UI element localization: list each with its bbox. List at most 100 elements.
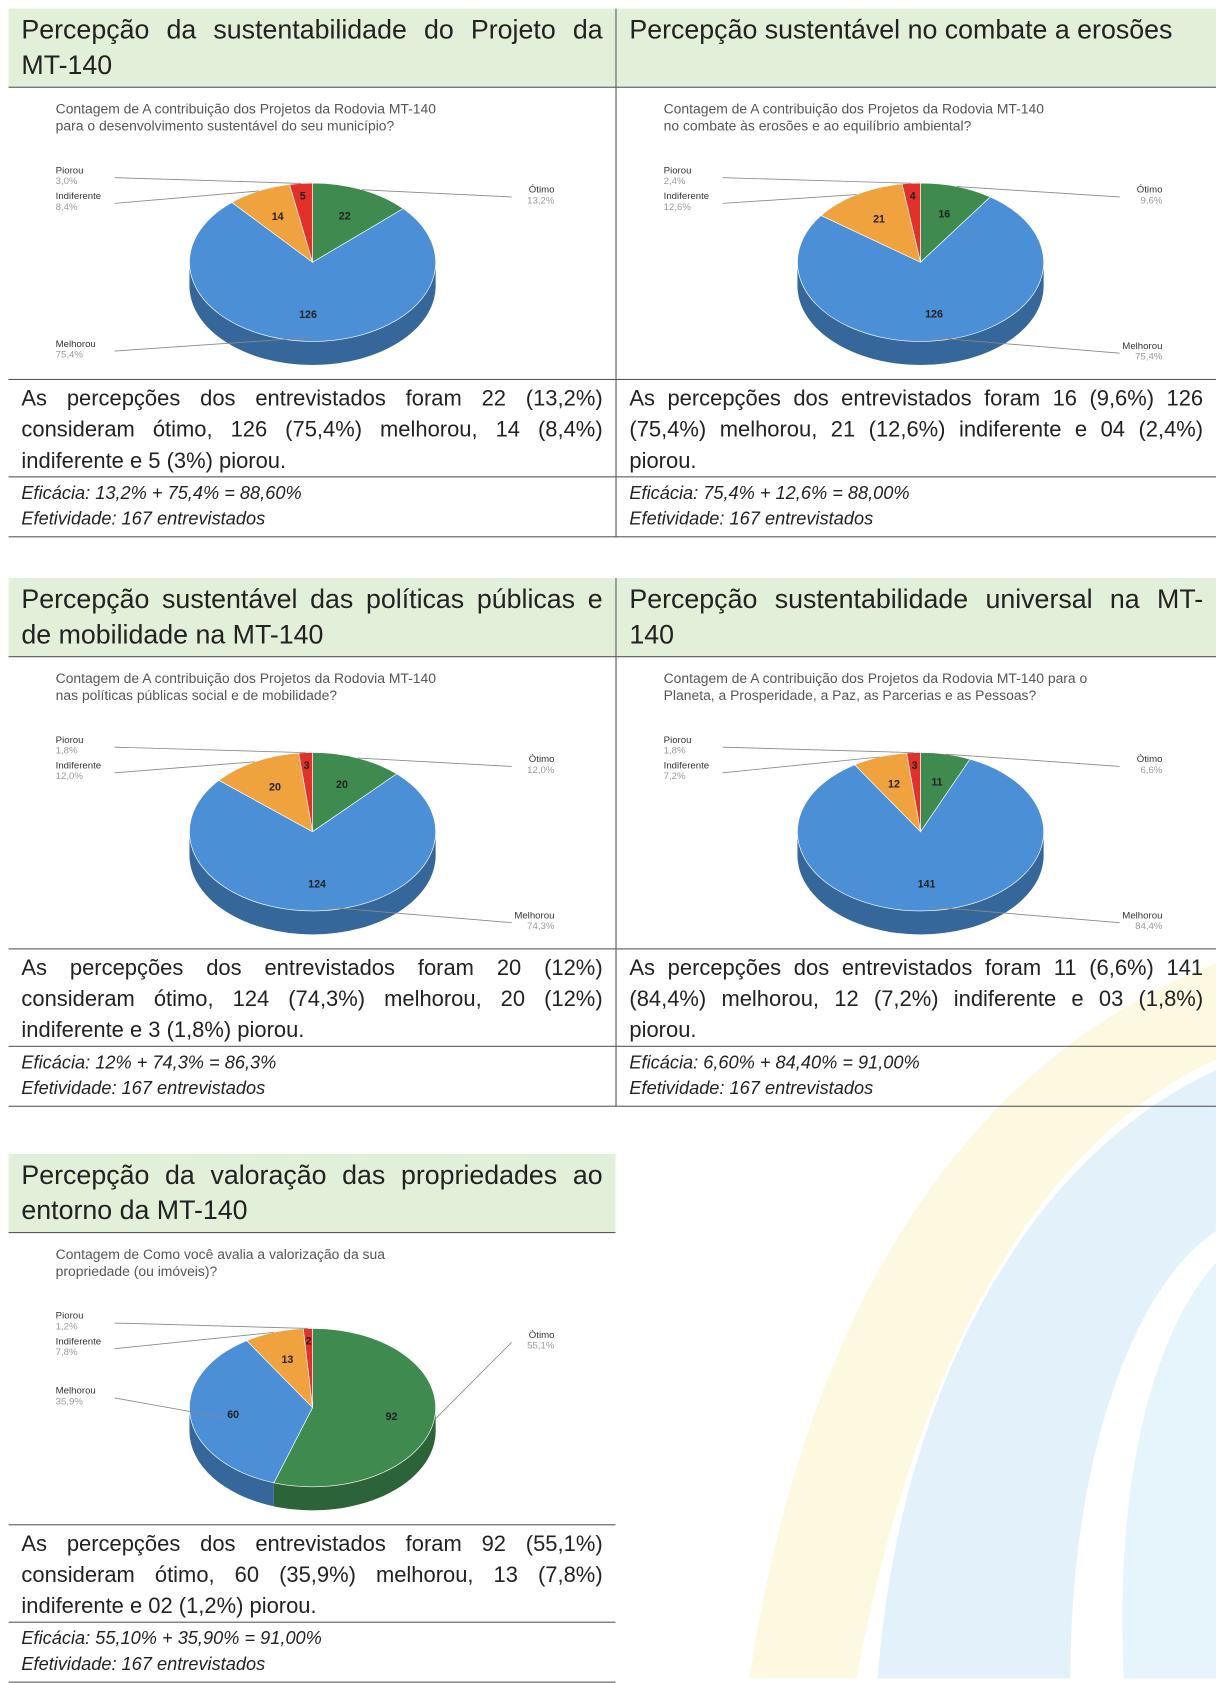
panel: Percepção sustentável das políticas públ… bbox=[8, 578, 616, 1107]
legend-percent: 75,4% bbox=[1135, 352, 1163, 363]
pie-slice bbox=[820, 183, 922, 263]
pie-slice bbox=[312, 752, 398, 833]
slice-label: 92 bbox=[386, 1411, 398, 1423]
legend-percent: 9,6% bbox=[1141, 195, 1163, 206]
legend-label: Ótimo bbox=[1137, 754, 1163, 765]
legend-percent: 75,4% bbox=[56, 350, 84, 361]
slice-label: 22 bbox=[339, 210, 351, 222]
description: As percepções dos entrevistados foram 20… bbox=[8, 948, 616, 1047]
pie-slice-side bbox=[797, 262, 1044, 366]
leader-line bbox=[114, 1331, 274, 1350]
legend-label: Piorou bbox=[664, 165, 692, 176]
legend-label: Indiferente bbox=[56, 191, 101, 202]
pie-slice bbox=[189, 1340, 313, 1484]
chart-title: Contagem de A contribuição dos Projetos … bbox=[664, 100, 1045, 116]
leader-line bbox=[114, 337, 313, 352]
efetividade: Efetividade: 167 entrevistados bbox=[21, 508, 266, 529]
legend-percent: 13,2% bbox=[527, 195, 555, 206]
slice-label: 124 bbox=[308, 878, 326, 890]
legend-label: Indiferente bbox=[664, 191, 709, 202]
legend-percent: 2,4% bbox=[664, 176, 686, 187]
slice-label: 13 bbox=[281, 1354, 293, 1366]
pie-slice-side bbox=[797, 831, 1044, 935]
chart-title: no combate às erosões e ao equilíbrio am… bbox=[664, 118, 972, 134]
panel-title: Percepção sustentável das políticas públ… bbox=[8, 578, 616, 658]
legend-percent: 74,3% bbox=[527, 921, 555, 932]
chart-title: nas políticas públicas social e de mobil… bbox=[56, 687, 338, 703]
chart-title: para o desenvolvimento sustentável do se… bbox=[56, 118, 395, 134]
pie-slice bbox=[273, 1328, 436, 1488]
pie-slice-side bbox=[189, 831, 436, 935]
pie-chart: Contagem de A contribuição dos Projetos … bbox=[56, 670, 555, 935]
pie-slice bbox=[920, 182, 991, 263]
indicators: Eficácia: 13,2% + 75,4% = 88,60% Efetivid… bbox=[8, 477, 616, 538]
slice-label: 21 bbox=[873, 214, 885, 226]
legend-label: Indiferente bbox=[56, 1336, 101, 1347]
efetividade: Efetividade: 167 entrevistados bbox=[21, 1077, 266, 1099]
legend-percent: 35,9% bbox=[56, 1396, 84, 1407]
pie-slice bbox=[189, 773, 436, 912]
pie-chart: Contagem de A contribuição dos Projetos … bbox=[664, 670, 1163, 935]
leader-line bbox=[114, 1397, 223, 1418]
legend-percent: 8,4% bbox=[56, 202, 78, 213]
legend-label: Piorou bbox=[56, 735, 84, 746]
chart-area: Contagem de A contribuição dos Projetos … bbox=[616, 88, 1216, 380]
legend-percent: 6,6% bbox=[1141, 765, 1163, 776]
pie-slice bbox=[797, 758, 1044, 912]
leader-line bbox=[722, 194, 857, 204]
chart-title: Contagem de A contribuição dos Projetos … bbox=[56, 100, 437, 116]
slice-label: 60 bbox=[227, 1409, 239, 1421]
legend-label: Ótimo bbox=[529, 754, 555, 765]
legend-percent: 55,1% bbox=[527, 1341, 555, 1352]
legend-label: Ótimo bbox=[529, 185, 555, 196]
slice-label: 2 bbox=[306, 1336, 312, 1348]
chart-title: Contagem de A contribuição dos Projetos … bbox=[664, 670, 1088, 686]
eficacia: Eficácia: 13,2% + 75,4% = 88,60% bbox=[21, 482, 302, 504]
slice-label: 141 bbox=[918, 878, 936, 890]
pie-slice-side bbox=[273, 1407, 436, 1511]
legend-label: Melhorou bbox=[514, 910, 554, 921]
slice-label: 12 bbox=[888, 778, 900, 790]
pie-slice bbox=[218, 752, 313, 833]
efetividade: Efetividade: 167 entrevistados bbox=[21, 1653, 266, 1675]
legend-percent: 1,2% bbox=[56, 1321, 78, 1332]
leader-line bbox=[433, 1341, 512, 1421]
legend-percent: 7,8% bbox=[56, 1347, 78, 1358]
chart-area: Contagem de A contribuição dos Projetos … bbox=[8, 88, 616, 380]
efetividade: Efetividade: 167 entrevistados bbox=[629, 508, 874, 529]
panel-title: Percepção sustentabilidade universal na … bbox=[616, 578, 1216, 658]
slice-label: 16 bbox=[938, 208, 950, 220]
description: As percepções dos entrevistados foram 11… bbox=[616, 948, 1216, 1047]
slice-label: 11 bbox=[931, 777, 942, 789]
legend-label: Melhorou bbox=[56, 1386, 96, 1397]
legend-percent: 12,0% bbox=[56, 771, 84, 782]
leader-line bbox=[323, 906, 512, 924]
pie-slice-side bbox=[189, 1407, 274, 1507]
indicators: Eficácia: 12% + 74,3% = 86,3% Efetividade… bbox=[8, 1047, 616, 1107]
panel-title: Percepção sustentável no combate a erosõ… bbox=[616, 8, 1216, 88]
slice-label: 20 bbox=[269, 782, 281, 794]
indicators: Eficácia: 6,60% + 84,40% = 91,00% Efetivi… bbox=[616, 1047, 1216, 1107]
legend-label: Melhorou bbox=[56, 339, 96, 350]
pie-slice bbox=[312, 182, 404, 263]
slice-label: 14 bbox=[272, 211, 284, 223]
panel-title: Percepção da valoração das propriedades … bbox=[8, 1153, 616, 1234]
panel: Percepção sustentável no combate a erosõ… bbox=[615, 8, 1216, 538]
legend-label: Ótimo bbox=[1137, 185, 1163, 196]
legend-label: Melhorou bbox=[1122, 341, 1162, 352]
leader-line bbox=[114, 190, 259, 204]
efetividade: Efetividade: 167 entrevistados bbox=[629, 1077, 874, 1099]
legend-label: Piorou bbox=[56, 165, 84, 176]
leader-line bbox=[114, 1322, 308, 1329]
legend-percent: 12,0% bbox=[527, 765, 555, 776]
panel-title: Percepção da sustentabilidade do Projeto… bbox=[8, 8, 616, 88]
eficacia: Eficácia: 6,60% + 84,40% = 91,00% bbox=[629, 1052, 920, 1073]
slice-label: 3 bbox=[304, 760, 310, 772]
legend-label: Indiferente bbox=[56, 761, 101, 772]
chart-title: propriedade (ou imóveis)? bbox=[56, 1263, 218, 1279]
leader-line bbox=[931, 337, 1120, 354]
chart-title: Contagem de A contribuição dos Projetos … bbox=[56, 670, 437, 686]
indicators: Eficácia: 75,4% + 12,6% = 88,00% Efetivid… bbox=[616, 477, 1216, 538]
leader-line bbox=[957, 186, 1120, 198]
description: As percepções dos entrevistados foram 22… bbox=[8, 379, 616, 478]
